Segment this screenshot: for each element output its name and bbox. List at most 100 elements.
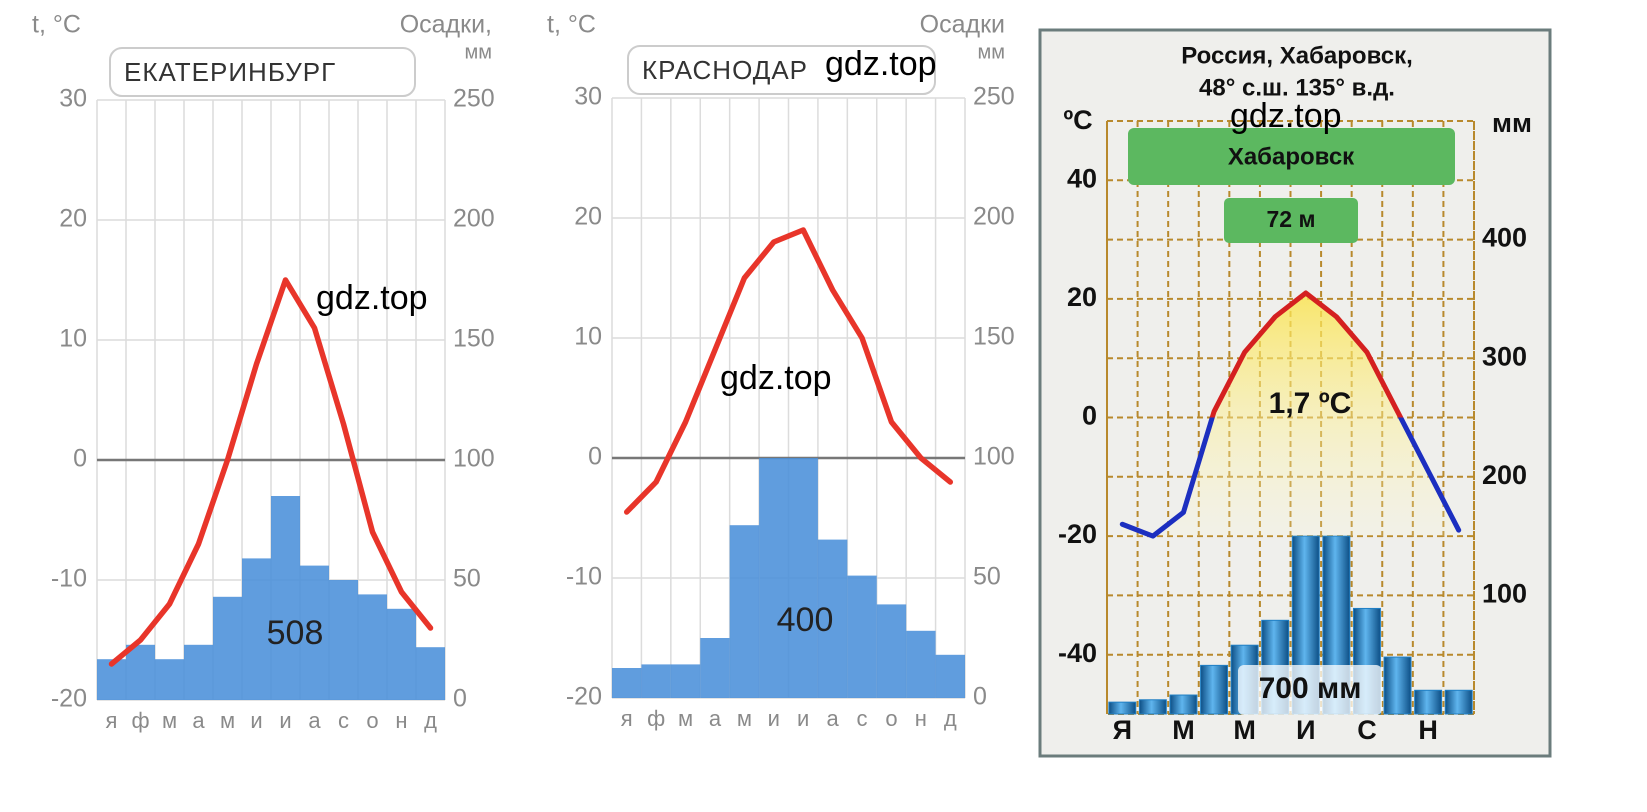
title-box	[627, 45, 936, 95]
x-tick-label: с	[338, 708, 349, 733]
y-tick-label: 0	[73, 445, 87, 473]
x-tick-label: М	[1172, 715, 1195, 745]
station-box	[1128, 128, 1455, 185]
y2-tick-label: 200	[973, 203, 1015, 231]
y2-tick-label: 0	[453, 685, 467, 713]
x-tick-label: и	[768, 706, 780, 731]
y-tick-label: -40	[1058, 638, 1097, 668]
precipitation-bar	[1169, 694, 1198, 715]
precipitation-bar	[641, 664, 671, 698]
x-tick-label: о	[885, 706, 897, 731]
y-tick-label: 0	[1082, 401, 1097, 431]
chart-title: Россия, Хабаровск,	[1181, 42, 1413, 69]
precipitation-bar	[300, 565, 329, 700]
y-tick-label: -20	[1058, 519, 1097, 549]
y-tick-label: -10	[51, 565, 87, 593]
y-tick-label: 10	[59, 325, 87, 353]
y-axis-label: ºC	[1063, 105, 1092, 135]
y-tick-label: -20	[51, 685, 87, 713]
x-tick-label: и	[797, 706, 809, 731]
precipitation-bar	[213, 596, 242, 700]
x-tick-label: а	[827, 706, 840, 731]
y2-tick-label: 250	[453, 85, 495, 113]
x-tick-label: н	[395, 708, 407, 733]
precipitation-bar	[759, 458, 789, 698]
elevation-box	[1224, 198, 1358, 243]
y2-axis-label: мм	[465, 41, 493, 63]
precipitation-bar	[126, 644, 155, 700]
precipitation-bar	[242, 558, 271, 700]
x-tick-label: а	[192, 708, 205, 733]
precipitation-bar	[876, 604, 907, 698]
y2-axis-label: Осадки,	[400, 11, 492, 39]
temperature-line	[1119, 290, 1462, 539]
y-tick-label: -10	[566, 563, 602, 591]
x-tick-label: и	[250, 708, 262, 733]
title-box	[109, 47, 416, 97]
temperature-area	[1122, 292, 1459, 537]
x-tick-label: я	[621, 706, 633, 731]
x-tick-label: д	[424, 708, 437, 733]
chart-title: 48° с.ш. 135° в.д.	[1199, 74, 1395, 101]
precipitation-bar	[416, 647, 445, 700]
precipitation-bar	[700, 638, 730, 698]
precipitation-bar	[788, 458, 818, 698]
x-tick-label: о	[366, 708, 378, 733]
y-tick-label: 30	[59, 85, 87, 113]
precipitation-bar	[1383, 656, 1412, 715]
x-tick-label: с	[857, 706, 868, 731]
y2-axis-label: мм	[1492, 108, 1532, 138]
x-tick-label: И	[1296, 715, 1315, 745]
precipitation-bar	[670, 664, 701, 698]
y-tick-label: 20	[59, 205, 87, 233]
precipitation-bar	[358, 594, 387, 700]
x-tick-label: н	[915, 706, 927, 731]
precipitation-bar	[1414, 689, 1443, 715]
precipitation-bar	[155, 659, 184, 700]
x-tick-label: м	[220, 708, 235, 733]
y-tick-label: 20	[1067, 282, 1097, 312]
y-tick-label: 30	[574, 83, 602, 111]
x-tick-label: м	[737, 706, 752, 731]
y-axis-label: t, °C	[547, 11, 596, 39]
temperature-line	[623, 227, 954, 515]
watermark: gdz.top	[1230, 97, 1342, 135]
x-tick-label: м	[162, 708, 177, 733]
station-name: Хабаровск	[1228, 143, 1355, 170]
precipitation-bar	[1200, 664, 1228, 715]
y-tick-label: 40	[1067, 163, 1097, 193]
watermark: gdz.top	[825, 45, 937, 83]
precipitation-bar	[387, 608, 416, 700]
y2-tick-label: 50	[973, 563, 1001, 591]
y-tick-label: -20	[566, 683, 602, 711]
temperature-line	[108, 277, 434, 667]
y2-tick-label: 50	[453, 565, 481, 593]
precipitation-bar	[271, 496, 300, 700]
x-tick-label: Я	[1113, 715, 1132, 745]
y2-tick-label: 150	[453, 325, 495, 353]
y-tick-label: 10	[574, 323, 602, 351]
x-tick-label: я	[106, 708, 118, 733]
precipitation-bar	[906, 630, 936, 698]
x-tick-label: и	[279, 708, 291, 733]
y2-tick-label: 200	[453, 205, 495, 233]
x-tick-label: Н	[1418, 715, 1438, 745]
y2-tick-label: 300	[1482, 341, 1527, 371]
y2-tick-label: 100	[973, 443, 1015, 471]
precipitation-bar	[612, 668, 642, 698]
annotation: 400	[777, 601, 834, 639]
annotation: 700 мм	[1259, 672, 1362, 705]
y2-tick-label: 200	[1482, 460, 1527, 490]
y2-tick-label: 100	[1482, 579, 1527, 609]
x-tick-label: С	[1357, 715, 1377, 745]
x-tick-label: а	[308, 708, 321, 733]
y-tick-label: 20	[574, 203, 602, 231]
x-tick-label: а	[709, 706, 722, 731]
y2-axis-label: Осадки	[920, 11, 1005, 39]
y2-tick-label: 100	[453, 445, 495, 473]
precipitation-bar	[935, 654, 965, 698]
x-tick-label: д	[944, 706, 957, 731]
chart-title: Екатеринбург	[124, 57, 336, 87]
precipitation-bar	[1444, 689, 1473, 715]
